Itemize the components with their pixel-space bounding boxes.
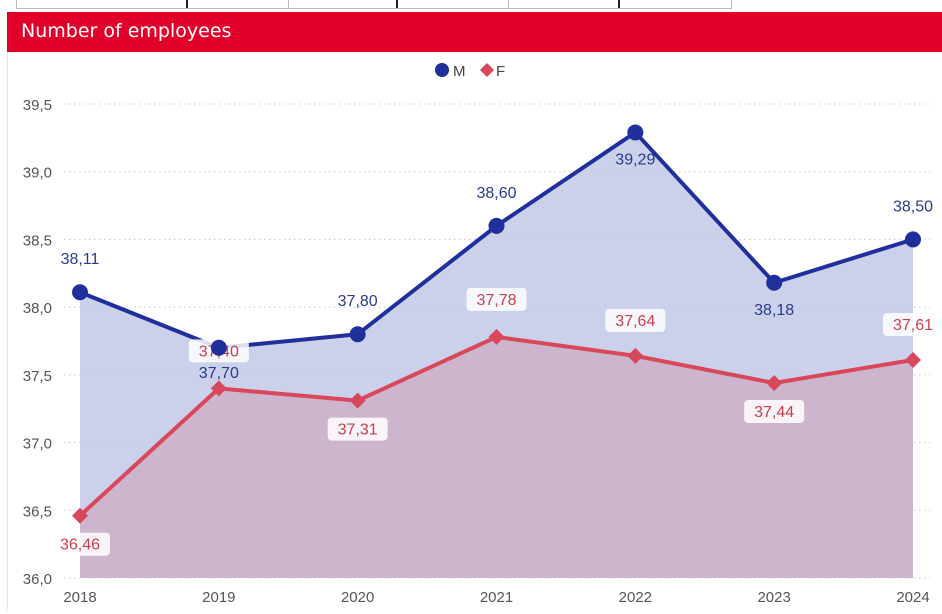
x-tick-label: 2024 bbox=[896, 589, 929, 606]
x-axis: 2018 2019 2020 2021 2022 2023 2024 bbox=[63, 589, 929, 606]
y-tick-label: 38,0 bbox=[23, 300, 52, 317]
series-areas bbox=[80, 132, 913, 578]
data-label-m: 37,80 bbox=[338, 293, 378, 310]
chart-header: Number of employees bbox=[7, 12, 942, 52]
legend-label-m: M bbox=[453, 63, 466, 80]
y-tick-label: 37,5 bbox=[23, 368, 52, 385]
y-tick-label: 36,0 bbox=[23, 571, 52, 588]
top-table-cell bbox=[290, 0, 398, 8]
legend-marker-m bbox=[435, 63, 449, 77]
data-label-m: 38,18 bbox=[754, 302, 794, 319]
series-markers bbox=[72, 124, 921, 524]
x-tick-label: 2020 bbox=[341, 589, 374, 606]
y-tick-label: 39,0 bbox=[23, 165, 52, 182]
chart-title: Number of employees bbox=[21, 20, 232, 42]
data-label-bg bbox=[605, 308, 666, 332]
point-m bbox=[72, 284, 88, 301]
data-label-m: 39,29 bbox=[615, 151, 655, 168]
x-tick-label: 2019 bbox=[202, 589, 235, 606]
data-label-f: 37,78 bbox=[476, 292, 516, 309]
legend-marker-f bbox=[480, 63, 494, 77]
point-f bbox=[627, 347, 644, 364]
top-strip bbox=[0, 0, 942, 12]
data-label-f: 37,31 bbox=[338, 422, 378, 439]
data-label-bg bbox=[883, 312, 942, 336]
data-label-bg bbox=[50, 532, 110, 556]
top-table-cell bbox=[16, 0, 188, 8]
area-f bbox=[80, 336, 913, 578]
y-tick-label: 37,0 bbox=[23, 436, 52, 453]
y-axis: 36,0 36,5 37,0 37,5 38,0 38,5 39,0 39,5 bbox=[23, 97, 52, 588]
data-label-bg bbox=[466, 287, 527, 311]
y-tick-label: 36,5 bbox=[23, 503, 52, 520]
point-f bbox=[349, 392, 366, 409]
point-m bbox=[349, 326, 366, 343]
chart-area[interactable]: 36,0 36,5 37,0 37,5 38,0 38,5 39,0 39,5 2018 201… bbox=[0, 52, 942, 610]
data-label-m: 38,50 bbox=[893, 198, 933, 215]
top-table-cell bbox=[188, 0, 289, 8]
point-f bbox=[905, 351, 921, 368]
y-tick-label: 38,5 bbox=[23, 232, 52, 249]
top-table-edge bbox=[16, 0, 732, 9]
data-label-m: 38,11 bbox=[61, 251, 100, 268]
x-tick-label: 2023 bbox=[757, 589, 790, 606]
point-m bbox=[905, 231, 921, 248]
x-tick-label: 2022 bbox=[619, 589, 652, 606]
data-label-m: 37,70 bbox=[199, 365, 239, 382]
top-table-cell bbox=[398, 0, 509, 8]
data-label-f: 37,44 bbox=[754, 404, 794, 421]
point-f bbox=[488, 328, 505, 345]
data-label-f: 37,64 bbox=[615, 313, 655, 330]
top-table-cell bbox=[510, 0, 620, 8]
point-m bbox=[627, 124, 644, 141]
data-label-f: 36,46 bbox=[60, 537, 100, 554]
legend-label-f: F bbox=[496, 63, 505, 80]
point-f bbox=[766, 374, 783, 391]
data-label-bg bbox=[744, 399, 805, 423]
point-m bbox=[210, 339, 227, 356]
point-m bbox=[488, 217, 505, 234]
data-labels: 38,11 37,70 37,80 38,60 39,29 38,18 38,50 36,46… bbox=[50, 151, 942, 556]
point-m bbox=[766, 274, 783, 291]
x-tick-label: 2018 bbox=[63, 589, 96, 606]
y-tick-label: 39,5 bbox=[23, 97, 52, 114]
x-tick-label: 2021 bbox=[480, 589, 513, 606]
data-label-bg bbox=[327, 417, 388, 441]
data-label-f: 37,61 bbox=[893, 317, 933, 334]
point-f bbox=[72, 507, 88, 524]
line-area-chart[interactable]: 36,036,537,037,538,038,539,039,5 2018 201… bbox=[0, 52, 942, 610]
panel-border bbox=[7, 52, 8, 610]
point-f bbox=[210, 380, 227, 397]
data-label-m: 38,60 bbox=[476, 185, 516, 202]
